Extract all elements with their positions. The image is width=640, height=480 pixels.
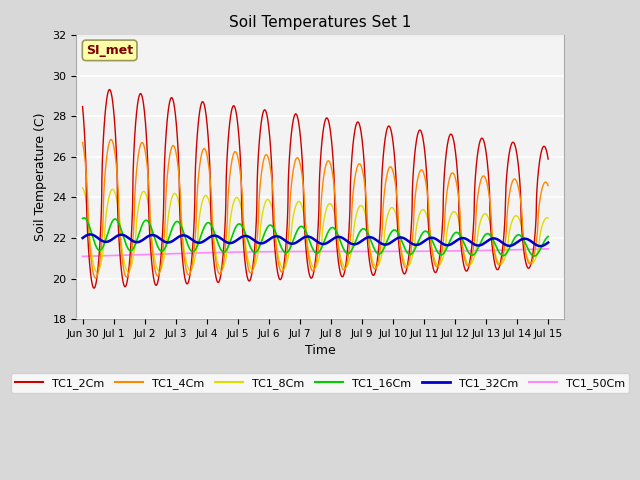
Text: SI_met: SI_met [86, 44, 133, 57]
Bar [76, 157, 564, 197]
Bar [76, 197, 564, 238]
Bar [76, 117, 564, 157]
Title: Soil Temperatures Set 1: Soil Temperatures Set 1 [229, 15, 411, 30]
Bar [76, 238, 564, 278]
Bar [76, 36, 564, 76]
Y-axis label: Soil Temperature (C): Soil Temperature (C) [34, 113, 47, 241]
Legend: TC1_2Cm, TC1_4Cm, TC1_8Cm, TC1_16Cm, TC1_32Cm, TC1_50Cm: TC1_2Cm, TC1_4Cm, TC1_8Cm, TC1_16Cm, TC1… [11, 373, 629, 393]
Bar [76, 76, 564, 117]
X-axis label: Time: Time [305, 344, 335, 357]
Bar [76, 278, 564, 319]
